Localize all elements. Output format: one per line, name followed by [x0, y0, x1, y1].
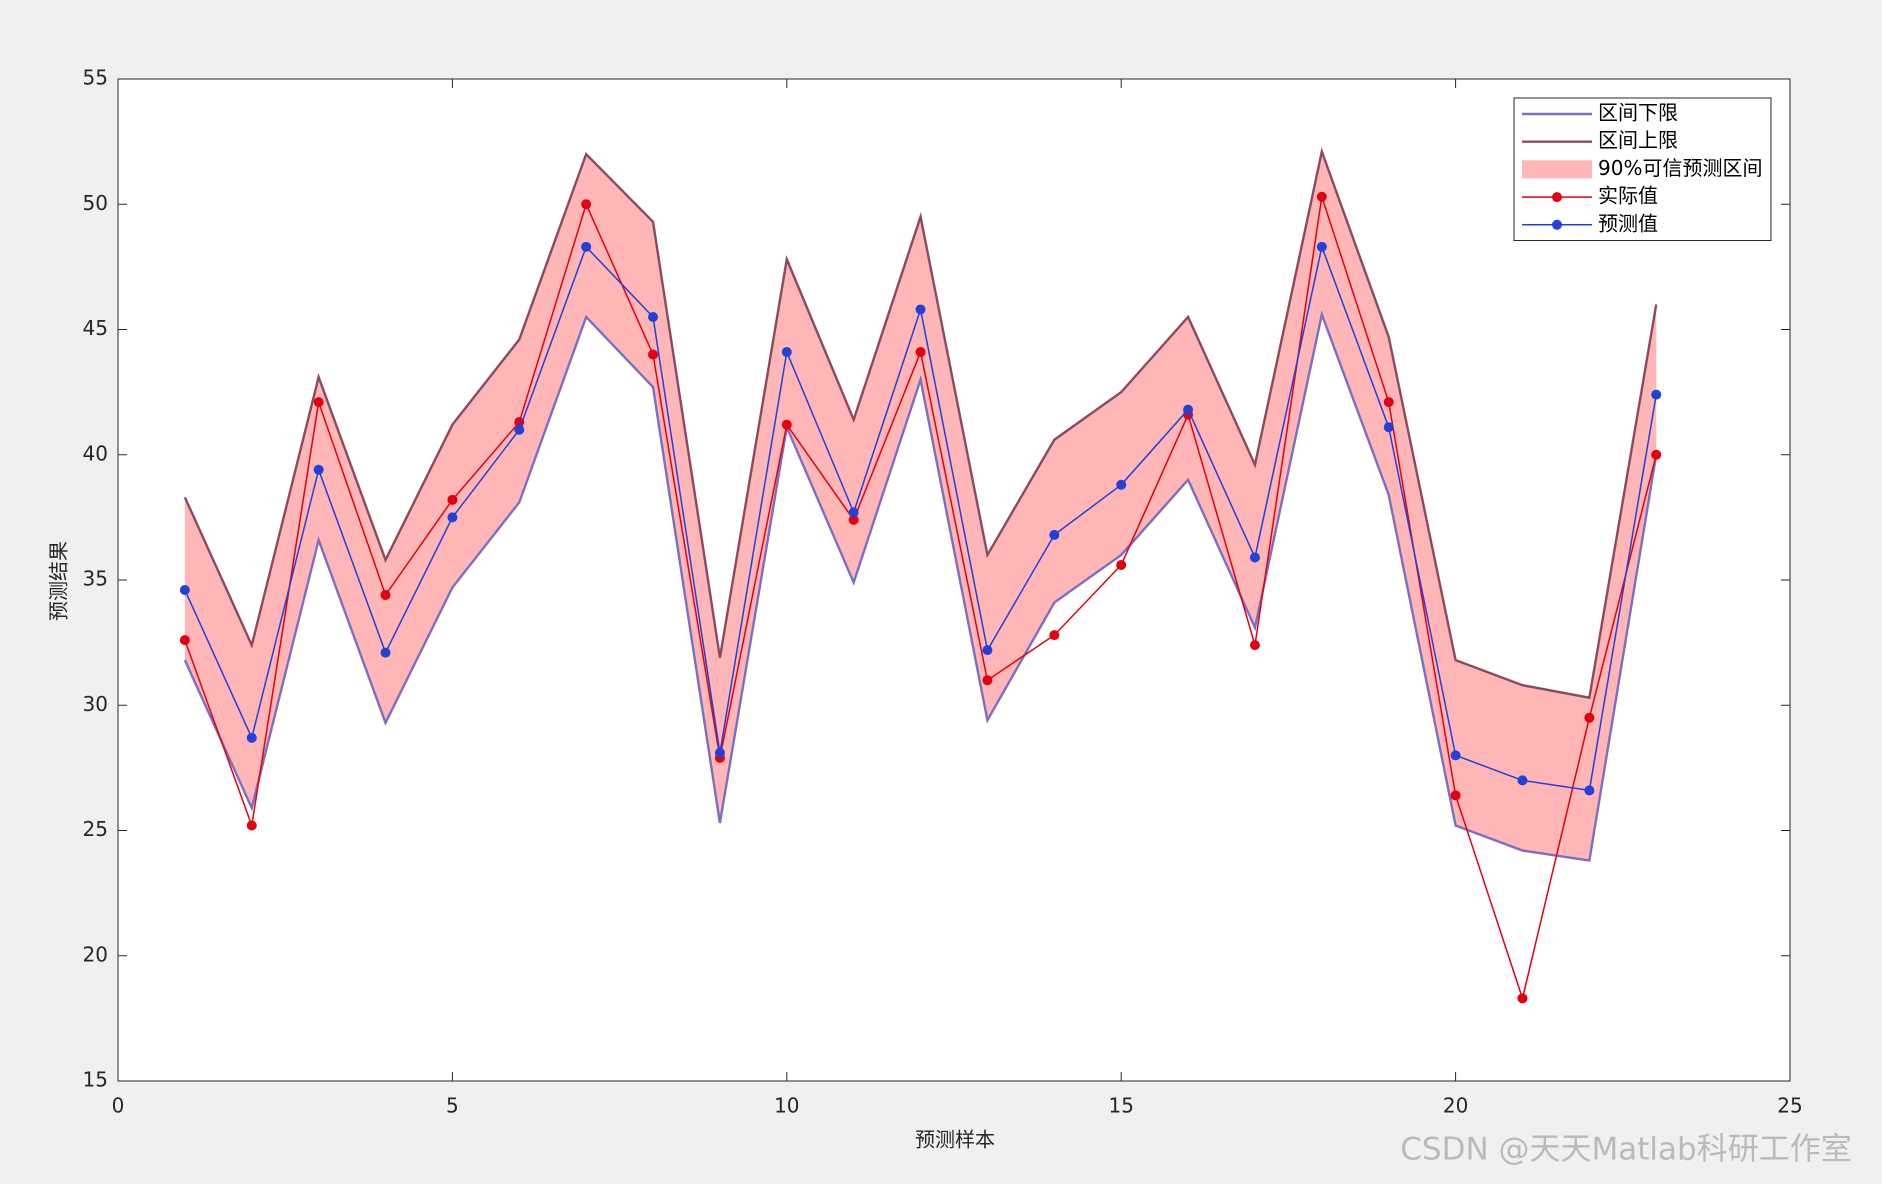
data-point	[648, 311, 659, 322]
y-axis-label: 预测结果	[47, 541, 71, 621]
data-point	[648, 349, 659, 360]
y-tick-label: 15	[83, 1068, 108, 1092]
watermark: CSDN @天天Matlab科研工作室	[1400, 1132, 1851, 1168]
legend-marker	[1552, 192, 1562, 203]
data-point	[1049, 529, 1060, 540]
data-point	[982, 675, 993, 686]
data-point	[1049, 630, 1060, 641]
data-point	[982, 645, 993, 656]
data-point	[1517, 775, 1528, 786]
data-point	[179, 585, 190, 596]
data-point	[915, 304, 926, 315]
legend-label: 实际值	[1598, 184, 1658, 208]
data-point	[1383, 397, 1394, 408]
data-point	[915, 347, 926, 358]
x-tick-label: 0	[112, 1094, 125, 1118]
legend-swatch	[1522, 160, 1592, 179]
data-point	[313, 464, 324, 475]
y-tick-label: 50	[83, 191, 108, 215]
data-point	[781, 347, 792, 358]
x-tick-label: 15	[1108, 1094, 1133, 1118]
series-line	[183, 147, 1658, 700]
marks	[179, 147, 1662, 1004]
data-point	[1249, 552, 1260, 563]
data-point	[848, 507, 859, 518]
data-point	[581, 199, 592, 210]
y-tick-label: 20	[83, 942, 108, 966]
data-point	[1183, 404, 1194, 415]
data-point	[1316, 191, 1327, 202]
y-tick-label: 30	[83, 692, 108, 716]
series-line	[183, 310, 1658, 862]
data-point	[1651, 389, 1662, 400]
legend-label: 90%可信预测区间	[1598, 156, 1762, 180]
data-point	[581, 241, 592, 252]
data-point	[1651, 449, 1662, 460]
data-point	[1450, 750, 1461, 761]
data-point	[246, 820, 257, 831]
confidence-band	[184, 151, 1657, 861]
data-point	[313, 397, 324, 408]
data-point	[1517, 993, 1528, 1004]
data-point	[514, 424, 525, 435]
data-point	[447, 512, 458, 523]
x-tick-label: 25	[1777, 1094, 1802, 1118]
data-point	[848, 514, 859, 525]
x-tick-label: 5	[446, 1094, 459, 1118]
x-tick-label: 10	[774, 1094, 799, 1118]
data-point	[1249, 640, 1260, 651]
y-tick-label: 55	[83, 66, 108, 90]
data-point	[1584, 712, 1595, 723]
y-tick-label: 45	[83, 316, 108, 340]
data-point	[246, 732, 257, 743]
data-point	[1383, 422, 1394, 433]
data-point	[380, 647, 391, 658]
legend-marker	[1552, 219, 1562, 230]
data-point	[714, 747, 725, 758]
data-point	[1116, 479, 1127, 490]
data-point	[1316, 241, 1327, 252]
data-point	[179, 635, 190, 646]
x-axis-label: 预测样本	[915, 1128, 995, 1152]
y-tick-label: 25	[83, 817, 108, 841]
data-point	[1450, 790, 1461, 801]
legend-label: 区间下限	[1598, 101, 1678, 125]
data-point	[1584, 785, 1595, 796]
legend-label: 预测值	[1598, 211, 1658, 235]
data-point	[1116, 559, 1127, 570]
data-point	[380, 590, 391, 601]
data-point	[447, 494, 458, 505]
x-tick-label: 20	[1443, 1094, 1468, 1118]
data-point	[781, 419, 792, 430]
y-tick-label: 35	[83, 567, 108, 591]
y-tick-label: 40	[83, 441, 108, 465]
legend-label: 区间上限	[1598, 128, 1678, 152]
